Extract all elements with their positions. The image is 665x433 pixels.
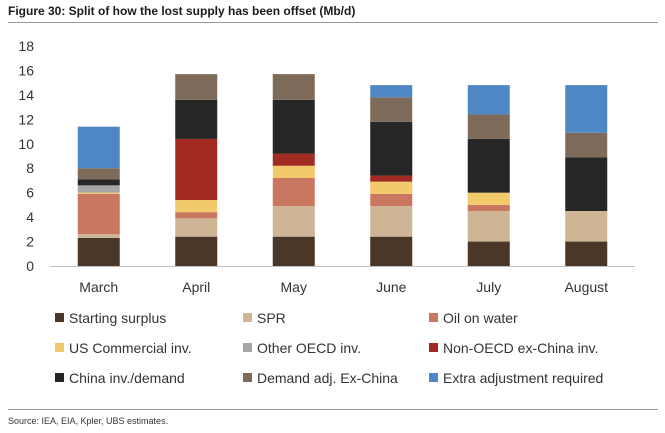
- legend-label: SPR: [257, 310, 286, 326]
- title-rule: [8, 22, 658, 23]
- bar-segment: [272, 236, 315, 266]
- x-axis-labels: March April May June July August: [79, 279, 608, 295]
- legend-swatch: [243, 313, 252, 322]
- x-tick-label: March: [79, 279, 118, 295]
- bar-segment: [467, 114, 510, 139]
- bar-segment: [565, 157, 608, 211]
- bar-segment: [467, 241, 510, 266]
- bar-segment: [77, 126, 120, 169]
- bar-segment: [370, 175, 413, 182]
- bar-segment: [77, 193, 120, 235]
- bar-segment: [175, 236, 218, 266]
- y-tick-label: 2: [26, 234, 34, 250]
- legend-swatch: [429, 313, 438, 322]
- bar-segment: [467, 192, 510, 205]
- bar-segment: [565, 132, 608, 158]
- x-tick-label: May: [281, 279, 307, 295]
- legend-label: Non-OECD ex-China inv.: [443, 340, 598, 356]
- bar-segment: [272, 165, 315, 178]
- y-axis-ticks: 0 2 4 6 8 10 12 14 16 18: [18, 38, 34, 274]
- bar-segment: [370, 181, 413, 194]
- bar-segment: [175, 200, 218, 213]
- stacked-bar-chart: 0 2 4 6 8 10 12 14 16 18 March April May June July Aug…: [18, 38, 635, 386]
- bar-segment: [272, 178, 315, 207]
- y-tick-label: 16: [18, 62, 34, 78]
- legend-label: Demand adj. Ex-China: [257, 370, 398, 386]
- bar-series: [77, 74, 608, 266]
- legend-swatch: [55, 343, 64, 352]
- x-tick-label: June: [376, 279, 407, 295]
- legend-swatch: [55, 373, 64, 382]
- bar-segment: [370, 206, 413, 237]
- legend-swatch: [429, 373, 438, 382]
- bar-segment: [175, 99, 218, 139]
- bar-segment: [272, 153, 315, 166]
- y-tick-label: 18: [18, 38, 34, 54]
- y-tick-label: 6: [26, 185, 34, 201]
- legend-swatch: [429, 343, 438, 352]
- bar-segment: [370, 97, 413, 122]
- legend-swatch: [55, 313, 64, 322]
- bar-segment: [77, 192, 120, 194]
- bar-segment: [175, 212, 218, 219]
- legend: Starting surplus SPR Oil on water US Commer…: [55, 310, 603, 386]
- bar-segment: [565, 241, 608, 266]
- legend-label: Oil on water: [443, 310, 518, 326]
- bar-segment: [77, 234, 120, 238]
- legend-label: Starting surplus: [69, 310, 166, 326]
- y-tick-label: 10: [18, 136, 34, 152]
- y-tick-label: 4: [26, 209, 34, 225]
- x-tick-label: August: [564, 279, 608, 295]
- bar-segment: [175, 74, 218, 100]
- bar-segment: [565, 85, 608, 133]
- figure-title: Figure 30: Split of how the lost supply …: [8, 4, 356, 18]
- y-tick-label: 14: [18, 87, 34, 103]
- x-tick-label: April: [182, 279, 210, 295]
- bar-segment: [77, 179, 120, 186]
- bar-segment: [77, 168, 120, 180]
- legend-swatch: [243, 373, 252, 382]
- legend-label: Extra adjustment required: [443, 370, 603, 386]
- bar-segment: [467, 204, 510, 211]
- bar-segment: [565, 211, 608, 242]
- legend-label: US Commercial inv.: [69, 340, 192, 356]
- source-rule: [8, 409, 658, 410]
- bar-segment: [77, 185, 120, 193]
- bar-segment: [272, 99, 315, 154]
- bar-segment: [272, 206, 315, 237]
- bar-segment: [467, 85, 510, 115]
- bar-segment: [370, 236, 413, 266]
- bar-segment: [467, 211, 510, 242]
- y-tick-label: 8: [26, 160, 34, 176]
- bar-segment: [175, 138, 218, 200]
- bar-segment: [77, 237, 120, 266]
- y-tick-label: 0: [26, 258, 34, 274]
- legend-label: China inv./demand: [69, 370, 185, 386]
- legend-label: Other OECD inv.: [257, 340, 361, 356]
- x-tick-label: July: [476, 279, 501, 295]
- bar-segment: [370, 121, 413, 176]
- bar-segment: [370, 193, 413, 207]
- bar-segment: [467, 138, 510, 193]
- bar-segment: [175, 218, 218, 237]
- y-tick-label: 12: [18, 111, 34, 127]
- source-note: Source: IEA, EIA, Kpler, UBS estimates.: [8, 416, 169, 426]
- bar-segment: [272, 74, 315, 100]
- legend-swatch: [243, 343, 252, 352]
- bar-segment: [370, 85, 413, 98]
